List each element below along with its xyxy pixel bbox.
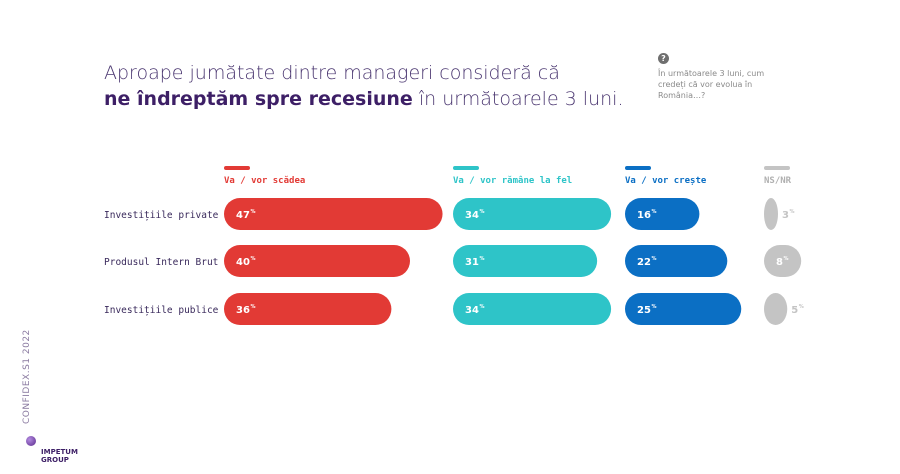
data-label: 22: [637, 257, 651, 268]
bar: [453, 245, 598, 277]
legend-label: Va / vor scădea: [224, 176, 305, 186]
data-label: 47: [236, 210, 250, 221]
chart-title: Aproape jumătate dintre manageri conside…: [104, 60, 624, 112]
data-label-unit: %: [651, 304, 656, 310]
legend-swatch: [625, 166, 651, 170]
legend-swatch: [453, 166, 479, 170]
data-label: 34: [465, 305, 479, 316]
legend-label: Va / vor crește: [625, 176, 707, 186]
data-label: 34: [465, 210, 479, 221]
category-label: Produsul Intern Brut: [104, 257, 218, 268]
bar: [453, 293, 612, 325]
data-label-unit: %: [250, 209, 255, 215]
legend-swatch: [764, 166, 790, 170]
category-label: Investițiile publice: [104, 305, 219, 316]
bar: [224, 245, 410, 277]
legend-label: Va / vor rămâne la fel: [453, 176, 572, 186]
title-line-2: ne îndreptăm spre recesiune în următoare…: [104, 86, 624, 112]
data-label-unit: %: [651, 256, 656, 262]
bar: [764, 245, 802, 277]
bar: [453, 198, 612, 230]
bar: [764, 293, 788, 325]
logo-line-2: GROUP: [41, 456, 69, 464]
data-label-unit: %: [651, 209, 656, 215]
data-label: 8: [776, 257, 783, 268]
question-icon: ?: [658, 53, 669, 64]
data-label: 36: [236, 305, 250, 316]
data-label-unit: %: [479, 256, 484, 262]
bar: [625, 245, 728, 277]
survey-question: În următoarele 3 luni, cum credeți că vo…: [658, 69, 765, 100]
legend-label: NS/NR: [764, 176, 792, 186]
title-line-1: Aproape jumătate dintre manageri conside…: [104, 62, 560, 84]
data-label: 16: [637, 210, 651, 221]
logo-line-1: IMPETUM: [41, 448, 78, 456]
bar: [224, 293, 392, 325]
bar: [224, 198, 443, 230]
bar: [625, 198, 700, 230]
data-label-unit: %: [784, 256, 789, 262]
data-label: 40: [236, 257, 250, 268]
title-line-2-rest: în următoarele 3 luni.: [412, 88, 624, 110]
data-label-unit: %: [479, 304, 484, 310]
title-emphasis: ne îndreptăm spre recesiune: [104, 88, 413, 110]
data-label: 5: [791, 305, 798, 316]
data-label: 31: [465, 257, 479, 268]
category-label: Investițiile private: [104, 210, 219, 221]
bar: [764, 198, 778, 230]
bar: [625, 293, 742, 325]
data-label: 3: [782, 210, 789, 221]
data-label-unit: %: [250, 304, 255, 310]
data-label: 25: [637, 305, 651, 316]
data-label-unit: %: [790, 209, 795, 215]
data-label-unit: %: [799, 304, 804, 310]
logo-sphere-icon: [26, 436, 36, 446]
data-label-unit: %: [250, 256, 255, 262]
legend-swatch: [224, 166, 250, 170]
data-label-unit: %: [479, 209, 484, 215]
